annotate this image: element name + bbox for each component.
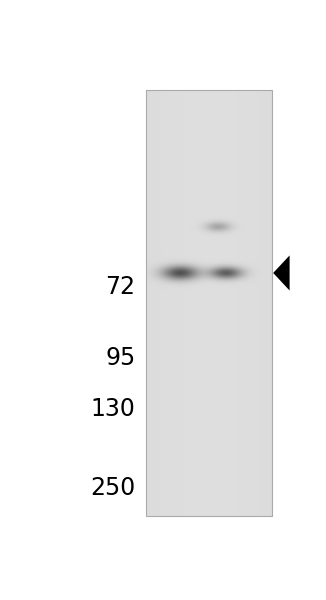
Text: 130: 130 (91, 397, 136, 421)
Text: 95: 95 (105, 346, 136, 370)
Polygon shape (273, 256, 289, 290)
Text: 250: 250 (90, 476, 136, 500)
Bar (146, 91, 272, 515)
Text: 72: 72 (106, 275, 136, 299)
